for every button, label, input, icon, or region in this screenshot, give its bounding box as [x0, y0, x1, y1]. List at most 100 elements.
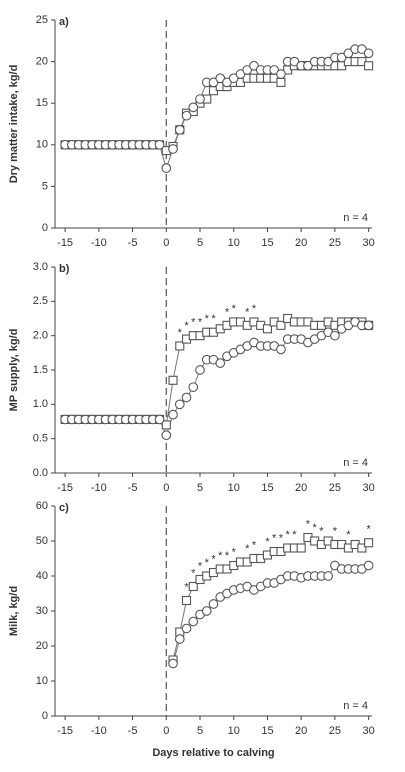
- x-tick-label: 20: [295, 725, 307, 737]
- significance-star: *: [252, 539, 257, 551]
- x-tick-label: 0: [163, 237, 169, 249]
- circle-marker: [276, 344, 286, 355]
- x-tick-label: 0: [163, 725, 169, 737]
- x-tick-label: 25: [329, 237, 341, 249]
- square-marker: [175, 341, 185, 351]
- x-axis-label: Days relative to calving: [152, 747, 274, 759]
- circle-marker: [208, 599, 219, 609]
- y-tick-label: 20: [36, 56, 48, 68]
- significance-star: *: [366, 524, 371, 536]
- x-tick-label: 10: [228, 237, 240, 249]
- annotation: n = 4: [343, 212, 368, 224]
- significance-star: *: [313, 522, 318, 534]
- x-tick-label: -5: [128, 237, 138, 249]
- y-tick-label: 2.5: [33, 295, 48, 307]
- circle-marker: [195, 365, 205, 375]
- x-tick-label: 30: [363, 725, 375, 737]
- y-tick-label: 0: [42, 222, 48, 234]
- circle-marker: [154, 414, 165, 425]
- x-tick-label: 30: [363, 237, 375, 249]
- x-tick-label: 20: [295, 482, 307, 494]
- y-tick-label: 2.0: [33, 330, 48, 342]
- x-tick-label: -10: [91, 237, 107, 249]
- y-axis-label: MP supply, kg/d: [8, 329, 20, 412]
- significance-star: *: [319, 525, 324, 537]
- significance-star: *: [265, 536, 270, 548]
- x-tick-label: 30: [363, 482, 375, 494]
- circle-marker: [323, 571, 334, 581]
- significance-star: *: [205, 313, 210, 325]
- x-tick-label: 15: [261, 237, 273, 249]
- square-marker: [276, 320, 286, 330]
- circle-marker: [188, 382, 199, 393]
- significance-star: *: [198, 317, 203, 329]
- circle-marker: [330, 330, 340, 341]
- y-tick-label: 30: [36, 605, 48, 617]
- x-tick-label: 25: [329, 482, 341, 494]
- y-tick-label: 5: [42, 180, 48, 192]
- x-tick-label: -5: [128, 725, 138, 737]
- significance-star: *: [178, 327, 183, 339]
- significance-star: *: [245, 306, 250, 318]
- x-tick-label: 5: [197, 237, 203, 249]
- y-tick-label: 0.5: [33, 433, 48, 445]
- y-tick-label: 20: [36, 640, 48, 652]
- significance-star: *: [205, 557, 210, 569]
- y-tick-label: 25: [36, 14, 48, 26]
- significance-star: *: [225, 550, 230, 562]
- panel-title: a): [59, 16, 69, 28]
- significance-star: *: [191, 567, 196, 579]
- significance-star: *: [184, 581, 189, 593]
- significance-star: *: [286, 529, 291, 541]
- significance-star: *: [191, 317, 196, 329]
- x-tick-label: -5: [128, 482, 138, 494]
- x-tick-label: -10: [91, 725, 107, 737]
- circle-marker: [154, 139, 165, 150]
- circle-marker: [168, 409, 178, 420]
- significance-star: *: [252, 303, 257, 315]
- y-tick-label: 10: [36, 675, 48, 687]
- panel-title: c): [59, 502, 69, 514]
- circle-marker: [168, 658, 178, 669]
- square-marker: [181, 595, 192, 606]
- significance-star: *: [245, 543, 250, 555]
- circle-marker: [188, 102, 199, 113]
- square-marker: [161, 420, 171, 430]
- x-tick-label: 15: [261, 482, 273, 494]
- y-tick-label: 0: [42, 710, 48, 722]
- significance-star: *: [211, 553, 216, 565]
- x-tick-label: 15: [261, 725, 273, 737]
- circle-marker: [181, 392, 192, 403]
- square-marker: [276, 77, 286, 87]
- x-tick-label: 5: [197, 482, 203, 494]
- circle-marker: [363, 560, 374, 571]
- square-marker: [262, 324, 273, 334]
- significance-star: *: [198, 560, 203, 572]
- circle-marker: [363, 320, 374, 331]
- annotation: n = 4: [343, 700, 368, 712]
- panel-title: b): [59, 263, 70, 275]
- y-axis-label: Dry matter intake, kg/d: [8, 65, 20, 184]
- x-tick-label: 25: [329, 725, 341, 737]
- y-tick-label: 3.0: [33, 261, 48, 273]
- significance-star: *: [184, 320, 189, 332]
- y-tick-label: 60: [36, 500, 48, 512]
- x-tick-label: -10: [91, 482, 107, 494]
- y-tick-label: 40: [36, 570, 48, 582]
- significance-star: *: [211, 313, 216, 325]
- square-marker: [296, 543, 306, 553]
- y-tick-label: 1.5: [33, 364, 48, 376]
- significance-star: *: [346, 529, 351, 541]
- circle-marker: [174, 399, 185, 410]
- square-marker: [168, 375, 178, 385]
- circle-marker: [195, 94, 205, 104]
- circle-marker: [181, 623, 192, 634]
- y-tick-label: 50: [36, 535, 48, 547]
- circle-marker: [363, 48, 374, 59]
- circle-marker: [174, 124, 185, 135]
- circle-marker: [174, 634, 185, 644]
- circle-marker: [161, 430, 172, 441]
- significance-star: *: [292, 529, 297, 541]
- square-marker: [364, 538, 374, 548]
